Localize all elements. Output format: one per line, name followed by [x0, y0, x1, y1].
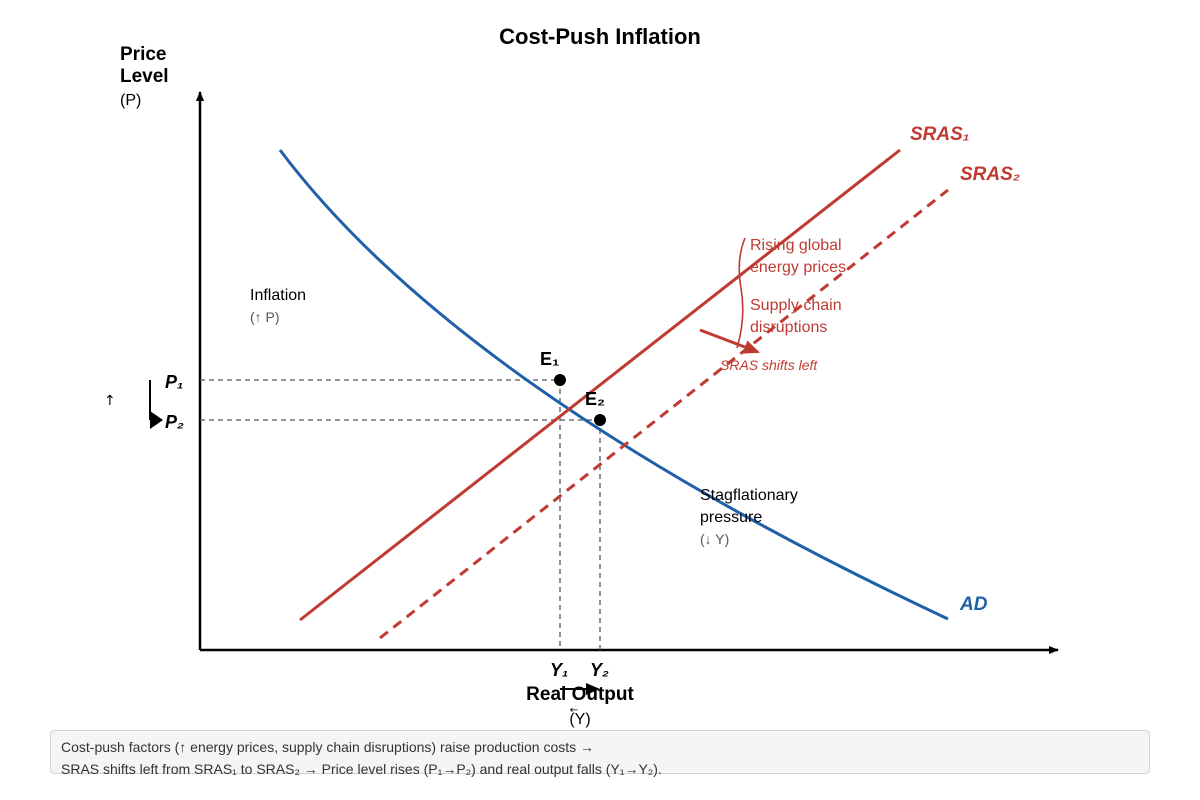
factor-energy-line1: Rising global	[750, 237, 842, 254]
inflation-sublabel: (↑ P)	[250, 309, 280, 325]
cost-push-diagram: Cost-Push Inflation Price Level (P) SRAS…	[104, 24, 1059, 728]
y-axis-label-line1: Price	[120, 44, 166, 65]
y2-tick-label: Y₂	[590, 660, 609, 680]
output-left-arrow: ←	[570, 705, 578, 716]
caption-line-2: SRAS shifts left from SRAS₁ to SRAS₂ → P…	[61, 761, 662, 777]
caption-line-1: Cost-push factors (↑ energy prices, supp…	[61, 739, 595, 755]
e1-point	[554, 374, 566, 386]
ad-curve	[278, 149, 949, 621]
factor-energy-line2: energy prices	[750, 259, 846, 276]
sras2-label: SRAS₂	[960, 164, 1020, 185]
p2-tick-label: P₂	[165, 412, 184, 432]
sras1-label: SRAS₁	[910, 124, 969, 145]
stagflation-sublabel: (↓ Y)	[700, 531, 729, 547]
sras2-curve	[379, 188, 949, 640]
y-axis-symbol: (P)	[120, 92, 141, 109]
caption-box: Cost-push factors (↑ energy prices, supp…	[50, 730, 1150, 777]
ad-label: AD	[959, 594, 988, 615]
x-axis-label: Real Output	[526, 684, 634, 705]
factor-supply-line2: disruptions	[750, 319, 827, 336]
p1-tick-label: P₁	[165, 372, 183, 392]
diagram-title: Cost-Push Inflation	[499, 24, 701, 49]
output-change-arrowhead	[586, 683, 600, 695]
x-axis-symbol: (Y)	[569, 711, 590, 728]
e1-label: E₁	[540, 349, 559, 369]
e2-point	[594, 414, 606, 426]
factor-supply-line1: Supply chain	[750, 297, 842, 314]
price-up-arrow: ↑	[104, 393, 116, 409]
shift-arrow	[699, 328, 760, 354]
y1-tick-label: Y₁	[550, 660, 568, 680]
inflation-label: Inflation	[250, 287, 306, 304]
shift-note: SRAS shifts left	[720, 357, 818, 373]
factors-brace	[736, 237, 746, 349]
e2-label: E₂	[585, 389, 605, 409]
price-change-arrowhead	[150, 411, 163, 429]
sras1-curve	[299, 148, 901, 622]
y-axis-label-line2: Level	[120, 66, 169, 87]
stagflation-label-line2: pressure	[700, 509, 762, 526]
stagflation-label-line1: Stagflationary	[700, 487, 798, 504]
